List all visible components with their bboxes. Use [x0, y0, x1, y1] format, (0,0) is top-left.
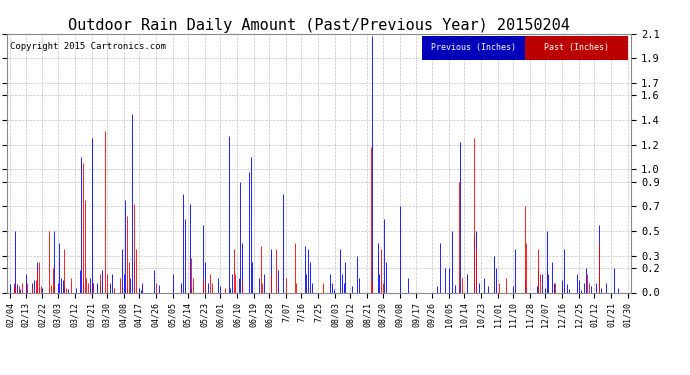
- Text: Copyright 2015 Cartronics.com: Copyright 2015 Cartronics.com: [10, 42, 166, 51]
- FancyBboxPatch shape: [422, 36, 525, 60]
- Text: Previous (Inches): Previous (Inches): [431, 44, 516, 52]
- Title: Outdoor Rain Daily Amount (Past/Previous Year) 20150204: Outdoor Rain Daily Amount (Past/Previous…: [68, 18, 570, 33]
- FancyBboxPatch shape: [525, 36, 628, 60]
- Text: Past (Inches): Past (Inches): [544, 44, 609, 52]
